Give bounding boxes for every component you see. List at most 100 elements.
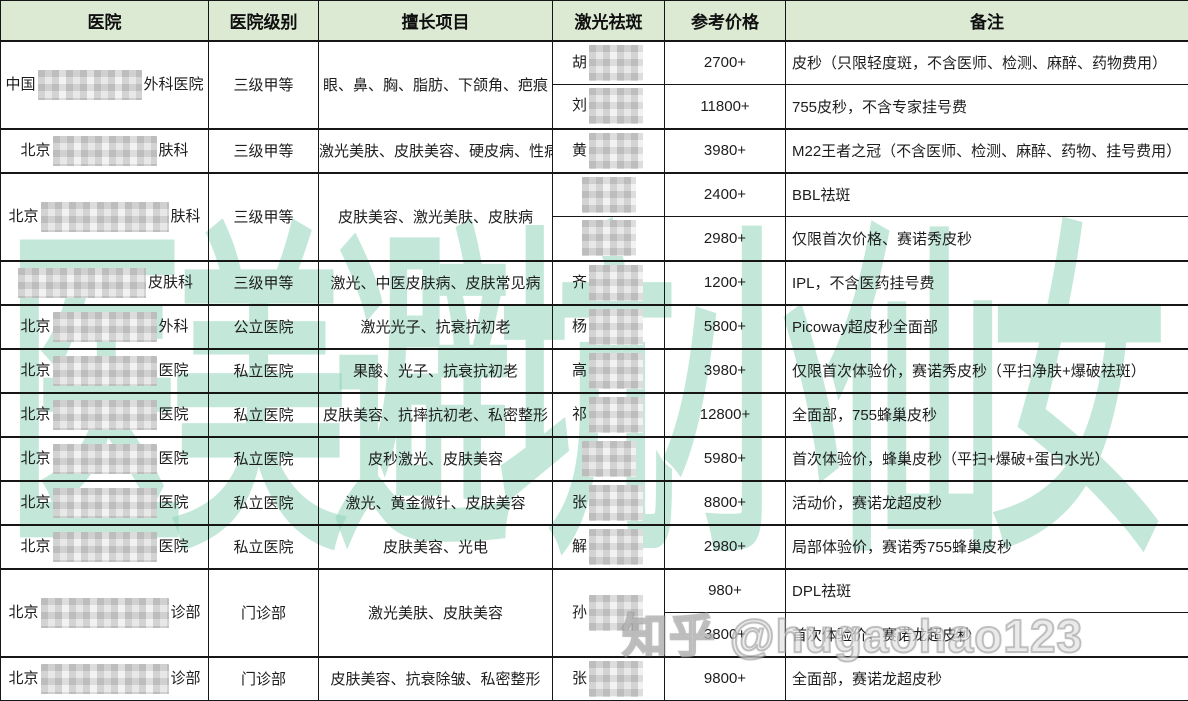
doctor-cell: 解 bbox=[553, 525, 665, 569]
level-cell: 三级甲等 bbox=[209, 173, 319, 261]
hospital-cell: 皮肤科 bbox=[1, 261, 209, 305]
hospital-name: 北京 bbox=[8, 670, 38, 687]
price-cell: 980+ bbox=[665, 569, 786, 613]
doctor-surname: 胡 bbox=[572, 54, 587, 71]
table-row: 皮肤科 三级甲等 激光、中医皮肤病、皮肤常见病 齐 1200+ IPL，不含医药… bbox=[1, 261, 1188, 305]
price-cell: 2400+ bbox=[665, 173, 786, 217]
note-cell: 755皮秒，不含专家挂号费 bbox=[786, 85, 1188, 129]
specialty-cell: 皮肤美容、光电 bbox=[319, 525, 553, 569]
doctor-cell: 齐 bbox=[553, 261, 665, 305]
hospital-cell: 北京 医院 bbox=[1, 393, 209, 437]
doctor-cell bbox=[553, 173, 665, 217]
doctor-cell bbox=[553, 437, 665, 481]
censored-block bbox=[589, 595, 643, 631]
level-cell: 三级甲等 bbox=[209, 41, 319, 129]
doctor-cell: 孙 bbox=[553, 569, 665, 657]
hospital-name-suffix: 医院 bbox=[159, 493, 189, 510]
censored-block bbox=[41, 598, 169, 628]
level-cell: 门诊部 bbox=[209, 569, 319, 657]
doctor-surname: 黄 bbox=[572, 141, 587, 158]
price-cell: 12800+ bbox=[665, 393, 786, 437]
specialty-cell: 激光美肤、皮肤美容、硬皮病、性病 bbox=[319, 129, 553, 173]
table-row: 北京肤科 三级甲等 激光美肤、皮肤美容、硬皮病、性病 黄 3980+ M22王者… bbox=[1, 129, 1188, 173]
level-cell: 私立医院 bbox=[209, 349, 319, 393]
censored-block bbox=[589, 485, 643, 521]
specialty-cell: 激光光子、抗衰抗初老 bbox=[319, 305, 553, 349]
hospital-name: 北京 bbox=[20, 449, 50, 466]
note-cell: M22王者之冠（不含医师、检测、麻醉、药物、挂号费用） bbox=[786, 129, 1188, 173]
censored-block bbox=[589, 397, 643, 433]
hospital-name: 北京 bbox=[20, 405, 50, 422]
note-cell: 首次体验价，蜂巢皮秒（平扫+爆破+蛋白水光） bbox=[786, 437, 1188, 481]
doctor-surname: 祁 bbox=[572, 405, 587, 422]
table-row: 北京 医院 私立医院 皮秒激光、皮肤美容 5980+ 首次体验价，蜂巢皮秒（平扫+… bbox=[1, 437, 1188, 481]
censored-block bbox=[53, 532, 157, 562]
specialty-cell: 激光、黄金微针、皮肤美容 bbox=[319, 481, 553, 525]
price-cell: 5980+ bbox=[665, 437, 786, 481]
doctor-cell: 刘 bbox=[553, 85, 665, 129]
price-cell: 9800+ bbox=[665, 657, 786, 701]
specialty-cell: 皮肤美容、抗摔抗初老、私密整形 bbox=[319, 393, 553, 437]
doctor-surname: 杨 bbox=[572, 317, 587, 334]
hospital-cell: 北京外科 bbox=[1, 305, 209, 349]
hospital-name: 北京 bbox=[8, 603, 38, 620]
doctor-cell: 张 bbox=[553, 657, 665, 701]
doctor-surname: 刘 bbox=[572, 97, 587, 114]
doctor-surname: 齐 bbox=[572, 273, 587, 290]
hospital-name-suffix: 肤科 bbox=[171, 207, 201, 224]
column-header-note: 备注 bbox=[786, 1, 1188, 41]
price-cell: 1200+ bbox=[665, 261, 786, 305]
price-cell: 2980+ bbox=[665, 525, 786, 569]
hospital-name: 北京 bbox=[20, 141, 50, 158]
note-cell: BBL祛斑 bbox=[786, 173, 1188, 217]
censored-block bbox=[53, 444, 157, 474]
column-header-hospital: 医院 bbox=[1, 1, 209, 41]
table-row: 北京外科 公立医院 激光光子、抗衰抗初老 杨 5800+ Picoway超皮秒全… bbox=[1, 305, 1188, 349]
censored-block bbox=[53, 488, 157, 518]
note-cell: Picoway超皮秒全面部 bbox=[786, 305, 1188, 349]
level-cell: 三级甲等 bbox=[209, 129, 319, 173]
note-cell: 全面部，赛诺龙超皮秒 bbox=[786, 657, 1188, 701]
hospital-name-suffix: 肤科 bbox=[159, 141, 189, 158]
hospital-name-suffix: 医院 bbox=[159, 537, 189, 554]
hospital-name: 北京 bbox=[20, 537, 50, 554]
level-cell: 公立医院 bbox=[209, 305, 319, 349]
level-cell: 私立医院 bbox=[209, 525, 319, 569]
specialty-cell: 皮肤美容、激光美肤、皮肤病 bbox=[319, 173, 553, 261]
level-cell: 私立医院 bbox=[209, 481, 319, 525]
doctor-cell: 黄 bbox=[553, 129, 665, 173]
price-cell: 3980+ bbox=[665, 349, 786, 393]
censored-block bbox=[589, 353, 643, 389]
censored-block bbox=[589, 309, 643, 345]
note-cell: 首次体验价，赛诺龙超皮秒 bbox=[786, 613, 1188, 657]
price-cell: 2700+ bbox=[665, 41, 786, 85]
specialty-cell: 果酸、光子、抗衰抗初老 bbox=[319, 349, 553, 393]
censored-block bbox=[582, 441, 636, 477]
hospital-name-suffix: 医院 bbox=[159, 449, 189, 466]
censored-block bbox=[582, 177, 636, 213]
hospital-cell: 北京 医院 bbox=[1, 437, 209, 481]
column-header-laser: 激光祛斑 bbox=[553, 1, 665, 41]
column-header-level: 医院级别 bbox=[209, 1, 319, 41]
table-row: 北京医院 私立医院 皮肤美容、抗摔抗初老、私密整形 祁 12800+ 全面部，7… bbox=[1, 393, 1188, 437]
hospital-name-suffix: 医院 bbox=[159, 405, 189, 422]
note-cell: IPL，不含医药挂号费 bbox=[786, 261, 1188, 305]
censored-block bbox=[589, 88, 643, 124]
note-cell: 仅限首次价格、赛诺秀皮秒 bbox=[786, 217, 1188, 261]
hospital-name: 北京 bbox=[20, 493, 50, 510]
censored-block bbox=[53, 356, 157, 386]
level-cell: 私立医院 bbox=[209, 437, 319, 481]
doctor-cell: 胡 bbox=[553, 41, 665, 85]
censored-block bbox=[589, 133, 643, 169]
censored-block bbox=[582, 220, 636, 256]
price-cell: 11800+ bbox=[665, 85, 786, 129]
hospital-name: 北京 bbox=[20, 361, 50, 378]
note-cell: DPL祛斑 bbox=[786, 569, 1188, 613]
specialty-cell: 眼、鼻、胸、脂肪、下颌角、疤痕 bbox=[319, 41, 553, 129]
specialty-cell: 皮秒激光、皮肤美容 bbox=[319, 437, 553, 481]
doctor-surname: 张 bbox=[572, 670, 587, 687]
hospital-cell: 北京诊部 bbox=[1, 569, 209, 657]
hospital-cell: 中国外科医院 bbox=[1, 41, 209, 129]
note-cell: 皮秒（只限轻度斑，不含医师、检测、麻醉、药物费用） bbox=[786, 41, 1188, 85]
column-header-price: 参考价格 bbox=[665, 1, 786, 41]
